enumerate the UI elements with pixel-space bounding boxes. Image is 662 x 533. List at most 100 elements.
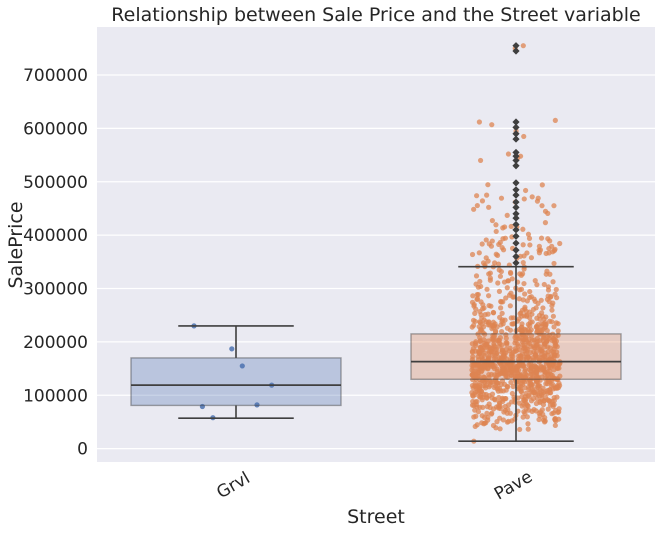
strip-point [515, 363, 521, 369]
strip-point [545, 406, 551, 412]
strip-point [199, 403, 205, 410]
strip-point [524, 298, 530, 304]
strip-point [520, 381, 526, 387]
strip-point [494, 372, 500, 378]
strip-point [509, 390, 516, 397]
y-tick-label: 300000 [23, 280, 88, 300]
strip-point [557, 240, 563, 247]
strip-point [239, 363, 245, 369]
strip-point [481, 305, 487, 311]
strip-point [484, 286, 490, 292]
outlier-point [512, 203, 520, 212]
strip-point [470, 393, 476, 399]
strip-point [503, 295, 509, 301]
strip-point [490, 319, 496, 325]
outlier-point [512, 118, 520, 126]
strip-point [538, 348, 544, 354]
strip-point [472, 310, 478, 316]
strip-point [539, 310, 545, 316]
strip-point [471, 206, 477, 212]
strip-point [472, 423, 478, 430]
x-tick-label: Grvl [213, 468, 253, 503]
strip-point [517, 347, 523, 353]
strip-point [503, 340, 509, 346]
strip-point [525, 340, 531, 346]
strip-point [505, 384, 511, 390]
strip-point [492, 352, 498, 358]
strip-point [555, 376, 561, 383]
strip-point [549, 411, 555, 417]
strip-point [516, 384, 522, 391]
outlier-point [512, 186, 520, 194]
outlier-point [512, 42, 520, 50]
strip-point [552, 291, 558, 297]
strip-point [502, 395, 508, 402]
strip-point [482, 383, 488, 389]
strip-point [534, 282, 540, 288]
strip-point [501, 279, 508, 285]
strip-point [522, 291, 528, 297]
strip-point [525, 426, 531, 432]
strip-point [512, 340, 518, 346]
strip-point [541, 341, 547, 347]
strip-point [505, 418, 512, 425]
strip-point [551, 324, 557, 330]
strip-point [507, 303, 513, 309]
strip-point [478, 299, 484, 305]
strip-point [498, 305, 504, 311]
strip-point [550, 331, 556, 337]
strip-point [479, 388, 485, 394]
strip-point [469, 251, 476, 258]
outlier-point [512, 214, 520, 222]
strip-point [553, 286, 559, 293]
x-tick-labels: Grvl Pave [213, 467, 536, 505]
strip-point [489, 217, 495, 224]
strip-point [517, 426, 523, 433]
strip-point [542, 418, 548, 424]
strip-point [549, 349, 555, 355]
strip-point [542, 320, 548, 326]
strip-point [504, 212, 510, 218]
strip-point [535, 300, 541, 306]
strip-point [504, 370, 510, 376]
strip-point [510, 370, 516, 376]
strip-point [534, 329, 540, 335]
strip-point [470, 317, 477, 323]
strip-point [508, 290, 514, 296]
strip-point [519, 393, 525, 400]
strip-point [519, 327, 525, 333]
strip-point [474, 398, 480, 405]
strip-point [552, 417, 558, 423]
strip-point [484, 378, 490, 384]
strip-point [486, 204, 492, 210]
strip-point [507, 327, 514, 333]
strip-point [484, 394, 490, 401]
strip-point [495, 280, 501, 286]
strip-point [556, 361, 562, 368]
strip-point [527, 288, 533, 295]
strip-point [545, 349, 551, 355]
strip-point [487, 404, 493, 411]
y-tick-label: 500000 [23, 173, 88, 193]
strip-point [489, 395, 495, 401]
strip-point [539, 203, 545, 209]
strip-point [525, 231, 532, 237]
box-body [410, 333, 622, 380]
strip-point [555, 328, 561, 334]
strip-point [480, 404, 486, 410]
chart-title: Relationship between Sale Price and the … [111, 4, 640, 26]
strip-point [541, 366, 547, 372]
strip-point [477, 349, 483, 356]
strip-point [552, 343, 558, 349]
strip-point [477, 335, 483, 341]
strip-point [546, 245, 552, 252]
outlier-point [512, 239, 520, 247]
strip-point [486, 293, 492, 299]
strip-point [525, 329, 531, 336]
strip-point [527, 242, 533, 248]
y-tick-label: 0 [77, 440, 88, 460]
strip-point [517, 311, 523, 317]
strip-point [522, 398, 528, 404]
outlier-point [512, 232, 520, 240]
strip-point [534, 374, 540, 380]
